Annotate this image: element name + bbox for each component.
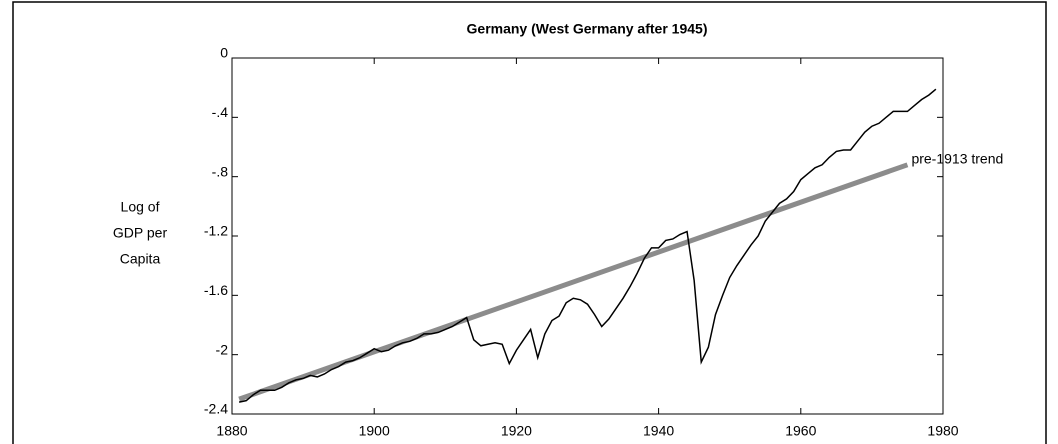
x-tick-label: 1940 xyxy=(643,423,674,439)
y-tick-label: -2.4 xyxy=(204,401,228,417)
series-label: pre-1913 trend xyxy=(911,151,1003,167)
y-tick-label: -.8 xyxy=(212,163,229,179)
x-tick-label: 1900 xyxy=(359,423,390,439)
frame xyxy=(12,1,1047,444)
y-axis-label: GDP per xyxy=(113,225,168,241)
y-axis-label: Capita xyxy=(120,251,161,267)
data-line xyxy=(238,88,937,403)
x-tick-label: 1920 xyxy=(501,423,532,439)
chart-title: Germany (West Germany after 1945) xyxy=(467,21,708,37)
x-tick-label: 1960 xyxy=(785,423,816,439)
y-tick-label: -.4 xyxy=(212,104,229,120)
y-axis-label: Log of xyxy=(121,199,160,215)
y-tick-label: -1.2 xyxy=(204,223,228,239)
x-tick-label: 1880 xyxy=(216,423,247,439)
trend-line xyxy=(238,162,909,402)
y-tick-label: 0 xyxy=(220,45,228,61)
y-tick-label: -1.6 xyxy=(204,282,228,298)
x-tick-label: 1980 xyxy=(927,423,958,439)
plot-area xyxy=(231,57,944,415)
y-tick-label: -2 xyxy=(216,341,229,357)
